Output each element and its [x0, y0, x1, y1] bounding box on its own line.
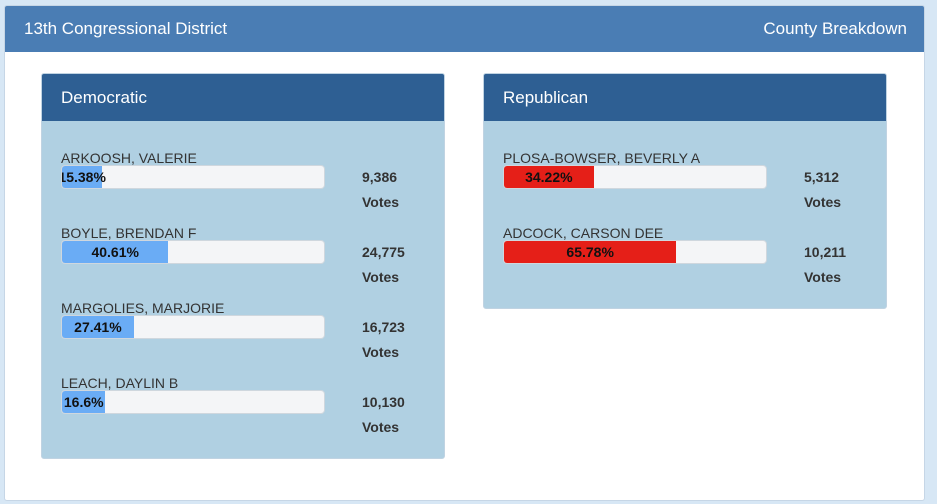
votes-label: Votes — [362, 419, 400, 435]
vote-share-percent: 34.22% — [525, 169, 573, 185]
vote-share-bar: 40.61% — [61, 240, 325, 264]
candidate-name: PLOSA-BOWSER, BEVERLY A — [503, 150, 701, 166]
vote-count: 10,130 — [362, 394, 405, 410]
republican-panel-title: Republican — [484, 74, 886, 121]
votes-label: Votes — [362, 194, 400, 210]
candidate-name: ARKOOSH, VALERIE — [61, 150, 197, 166]
vote-share-fill: 65.78% — [504, 241, 677, 263]
vote-share-fill: 16.6% — [62, 391, 106, 413]
candidate-name: LEACH, DAYLIN B — [61, 375, 179, 391]
candidate-name: ADCOCK, CARSON DEE — [503, 225, 664, 241]
vote-share-bar: 15.38% — [61, 165, 325, 189]
vote-share-fill: 40.61% — [62, 241, 169, 263]
candidate-name: MARGOLIES, MARJORIE — [61, 300, 225, 316]
vote-share-percent: 15.38% — [61, 169, 106, 185]
candidate-name: BOYLE, BRENDAN F — [61, 225, 197, 241]
votes-label: Votes — [804, 269, 842, 285]
votes-label: Votes — [362, 344, 400, 360]
republican-candidate-row: ADCOCK, CARSON DEE 65.78% 10,211 Votes — [503, 225, 873, 300]
vote-share-bar: 34.22% — [503, 165, 767, 189]
vote-share-percent: 40.61% — [91, 244, 139, 260]
district-header: 13th Congressional District County Break… — [5, 6, 924, 52]
vote-count: 16,723 — [362, 319, 405, 335]
democratic-candidate-row: ARKOOSH, VALERIE 15.38% 9,386 Votes — [61, 150, 431, 225]
results-container: 13th Congressional District County Break… — [4, 5, 925, 501]
democratic-panel: Democratic ARKOOSH, VALERIE 15.38% 9,386 Vo… — [41, 73, 445, 459]
vote-count: 5,312 — [804, 169, 840, 185]
vote-share-percent: 65.78% — [566, 244, 614, 260]
vote-share-percent: 16.6% — [63, 394, 104, 410]
vote-share-bar: 16.6% — [61, 390, 325, 414]
democratic-panel-title: Democratic — [42, 74, 444, 121]
republican-panel: Republican PLOSA-BOWSER, BEVERLY A 34.22%… — [483, 73, 887, 309]
vote-count: 24,775 — [362, 244, 405, 260]
vote-share-bar: 27.41% — [61, 315, 325, 339]
republican-candidate-row: PLOSA-BOWSER, BEVERLY A 34.22% 5,312 Votes — [503, 150, 873, 225]
vote-share-fill: 27.41% — [62, 316, 134, 338]
vote-share-percent: 27.41% — [74, 319, 122, 335]
county-breakdown-link[interactable]: County Breakdown — [763, 19, 907, 38]
vote-share-fill: 15.38% — [62, 166, 106, 188]
votes-label: Votes — [362, 269, 400, 285]
democratic-candidate-row: MARGOLIES, MARJORIE 27.41% 16,723 Votes — [61, 300, 431, 375]
democratic-candidate-row: BOYLE, BRENDAN F 40.61% 24,775 Votes — [61, 225, 431, 300]
district-title: 13th Congressional District — [24, 19, 228, 38]
votes-label: Votes — [804, 194, 842, 210]
vote-count: 10,211 — [804, 244, 847, 260]
democratic-candidate-row: LEACH, DAYLIN B 16.6% 10,130 Votes — [61, 375, 431, 450]
vote-count: 9,386 — [362, 169, 398, 185]
vote-share-bar: 65.78% — [503, 240, 767, 264]
vote-share-fill: 34.22% — [504, 166, 594, 188]
